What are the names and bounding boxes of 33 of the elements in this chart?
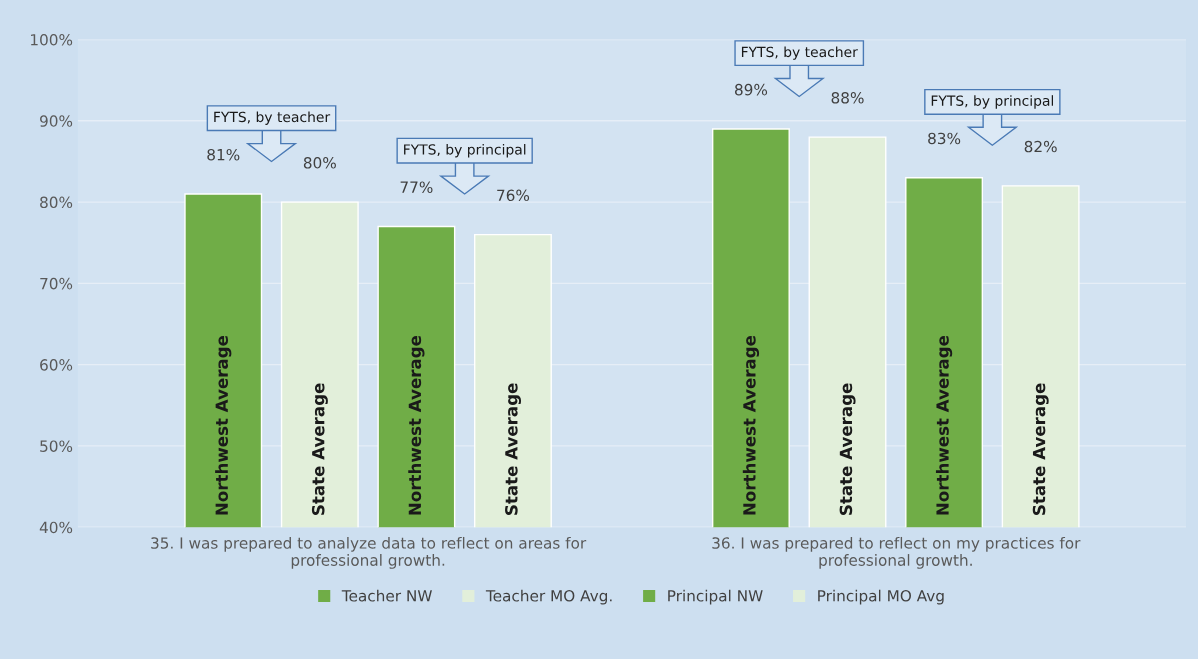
annotation: Northwest Average [742, 335, 760, 515]
y-tick-label: 80% [40, 196, 73, 209]
text: 88% [831, 92, 864, 104]
annotation: State Average [1032, 383, 1049, 515]
annotation: State Average [505, 383, 522, 515]
annotation: FYTS, by principal [404, 143, 526, 158]
y-tick-label: 40% [39, 521, 73, 534]
x-tick-label: 35. I was prepared to analyze data to reflect on areas for professional growth. [151, 536, 587, 569]
annotation: Northwest Average [408, 335, 425, 515]
text: 76% [497, 189, 530, 202]
annotation: State Average [839, 383, 856, 515]
text: 77% [400, 181, 433, 193]
y-tick-label: 70% [40, 277, 73, 290]
annotation: Northwest Average [935, 335, 953, 515]
legend-label: Teacher MO Avg. [485, 589, 612, 605]
legend-label: Principal MO Avg [818, 589, 944, 605]
text: 82% [1024, 140, 1057, 153]
annotation: State Average [311, 383, 328, 515]
text: 83% [928, 132, 961, 145]
annotation: Northwest Average [215, 335, 232, 515]
y-tick-label: 100% [31, 34, 73, 46]
annotation: FYTS, by teacher [741, 46, 858, 60]
text: 89% [735, 83, 768, 96]
y-tick-label: 90% [40, 115, 73, 127]
text: 81% [207, 148, 240, 161]
text: 80% [303, 157, 336, 169]
annotation: FYTS, by teacher [214, 111, 331, 125]
y-tick-label: 60% [40, 359, 73, 371]
legend-label: Principal NW [668, 589, 763, 605]
x-tick-label: 36. I was prepared to reflect on my practices for professional growth. [712, 536, 1081, 569]
annotation: FYTS, by principal [931, 95, 1054, 109]
legend-label: Teacher NW [341, 589, 432, 602]
y-tick-label: 50% [40, 440, 73, 452]
